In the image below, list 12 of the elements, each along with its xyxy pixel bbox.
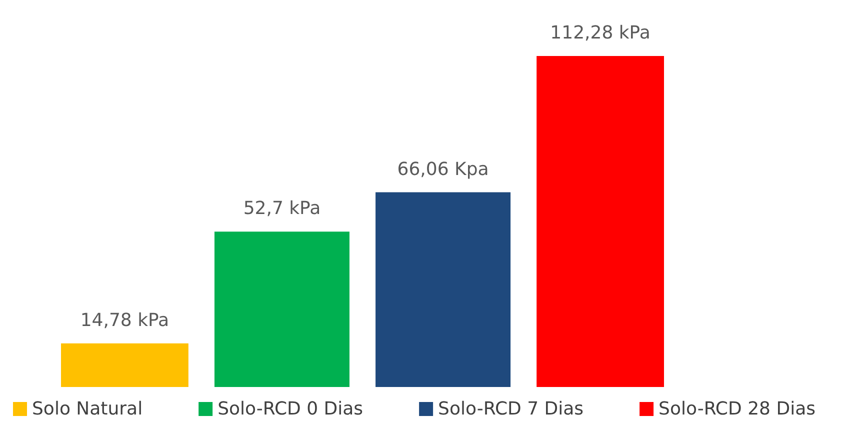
data-label: 52,7 kPa <box>243 198 321 220</box>
legend-label: Solo-RCD 28 Dias <box>658 398 816 420</box>
bar <box>61 343 188 387</box>
data-label: 112,28 kPa <box>550 22 650 44</box>
bar <box>536 56 664 387</box>
legend-label: Solo-RCD 7 Dias <box>438 398 584 420</box>
bar <box>214 232 350 387</box>
legend-label: Solo Natural <box>32 398 143 420</box>
bar <box>376 192 511 387</box>
data-label: 14,78 kPa <box>80 310 170 331</box>
legend-label: Solo-RCD 0 Dias <box>218 398 364 420</box>
data-label: 66,06 Kpa <box>397 158 489 180</box>
